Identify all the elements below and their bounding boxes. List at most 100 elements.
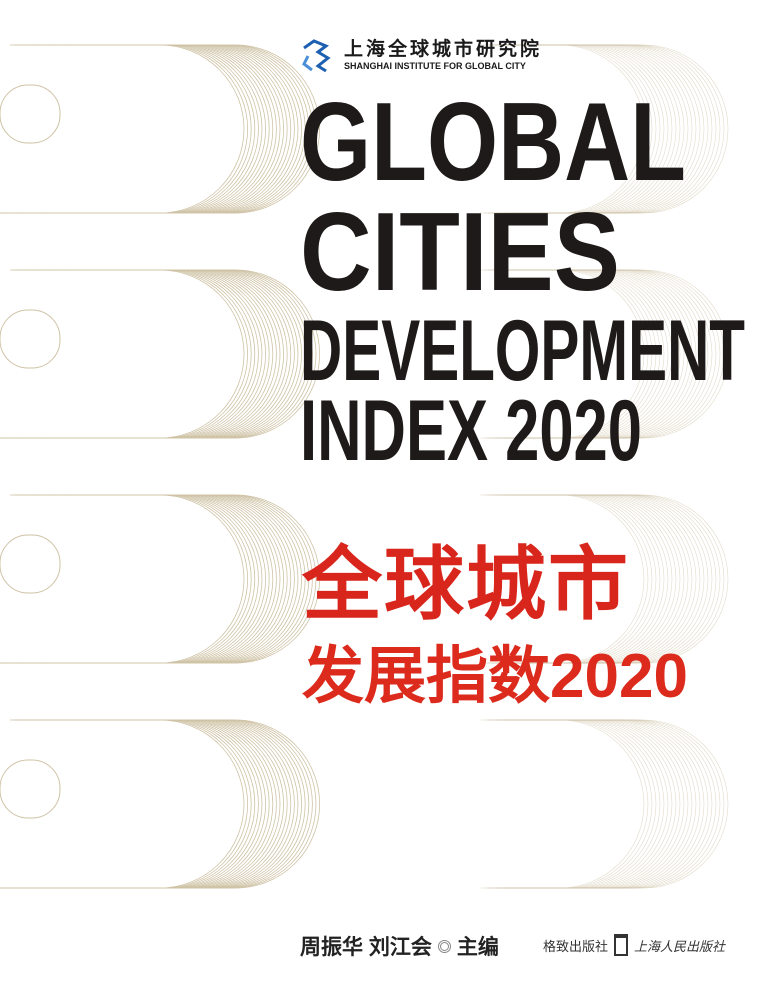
- line-art-stroke: [5, 494, 270, 664]
- line-art-stroke: [0, 494, 252, 664]
- line-art-stroke: [504, 494, 669, 664]
- line-art-stroke: [41, 269, 306, 439]
- line-art-stroke: [44, 269, 310, 439]
- ring-separator-icon: [437, 939, 451, 953]
- institute-logo-icon: [302, 39, 331, 73]
- line-art-stroke: [0, 719, 256, 889]
- line-art-stroke: [488, 44, 653, 214]
- line-art-stroke: [540, 719, 705, 889]
- line-art-stroke: [0, 719, 248, 889]
- line-art-stroke: [0, 719, 263, 889]
- line-art-stroke: [5, 269, 270, 439]
- line-art-stroke: [55, 44, 320, 214]
- line-art-stroke: [0, 269, 248, 439]
- line-art-stroke: [48, 719, 313, 889]
- line-art-stroke: [524, 719, 689, 889]
- line-art-stroke: [0, 269, 252, 439]
- line-art-stroke: [504, 269, 669, 439]
- line-art-stroke: [556, 44, 721, 214]
- line-art-stroke: [52, 269, 317, 439]
- line-art-stroke: [55, 719, 320, 889]
- line-art-stroke: [536, 269, 701, 439]
- line-art-stroke: [564, 44, 729, 214]
- line-art-stroke: [520, 719, 685, 889]
- line-art-stroke: [0, 494, 263, 664]
- line-art-stroke: [484, 269, 649, 439]
- line-art-stroke: [480, 269, 645, 439]
- line-art-stroke: [496, 44, 661, 214]
- line-art-stroke: [492, 719, 657, 889]
- line-art-stroke: [52, 44, 317, 214]
- line-art-stroke: [8, 719, 274, 889]
- line-art-stroke: [23, 719, 288, 889]
- line-art-stroke: [500, 719, 665, 889]
- institute-name-en: SHANGHAI INSTITUTE FOR GLOBAL CITY: [344, 61, 526, 71]
- title-line-3: DEVELOPMENT: [300, 303, 745, 399]
- line-art-stroke: [496, 269, 661, 439]
- line-art-stroke: [528, 719, 693, 889]
- line-art-stroke: [540, 494, 705, 664]
- line-art-stroke: [16, 269, 281, 439]
- line-art-stroke: [8, 44, 274, 214]
- line-art-notch: [0, 84, 61, 144]
- line-art-stroke: [500, 494, 665, 664]
- line-art-stroke: [23, 269, 288, 439]
- line-art-stroke: [34, 494, 299, 664]
- line-art-stroke: [528, 44, 693, 214]
- line-art-stroke: [492, 494, 657, 664]
- line-art-stroke: [19, 494, 284, 664]
- line-art-stroke: [5, 719, 270, 889]
- line-art-stroke: [536, 719, 701, 889]
- line-art-stroke: [480, 719, 645, 889]
- line-art-stroke: [0, 269, 263, 439]
- chinese-title-line-2: 发展指数2020: [302, 642, 688, 711]
- line-art-stroke: [41, 719, 306, 889]
- line-art-stroke: [532, 44, 697, 214]
- line-art-stroke: [0, 269, 256, 439]
- line-art-stroke: [556, 269, 721, 439]
- line-art-stroke: [12, 44, 277, 214]
- line-art-stroke: [12, 269, 277, 439]
- line-art-stroke: [560, 494, 725, 664]
- line-art-stroke: [52, 719, 317, 889]
- line-art-stroke: [500, 269, 665, 439]
- line-art-stroke: [44, 719, 310, 889]
- line-art-stroke: [0, 44, 263, 214]
- institute-logo: 上海全球城市研究院 SHANGHAI INSTITUTE FOR GLOBAL …: [300, 38, 542, 74]
- line-art-stroke: [520, 44, 685, 214]
- line-art-stroke: [34, 269, 299, 439]
- line-art-stroke: [532, 494, 697, 664]
- line-art-stroke: [48, 269, 313, 439]
- line-art-stroke: [0, 44, 252, 214]
- line-art-stroke: [26, 44, 292, 214]
- line-art-stroke: [492, 269, 657, 439]
- line-art-stroke: [19, 269, 284, 439]
- line-art-stroke: [55, 269, 320, 439]
- line-art-stroke: [556, 494, 721, 664]
- editor-role: 主编: [456, 936, 499, 959]
- line-art-stroke: [0, 44, 248, 214]
- line-art-stroke: [8, 494, 274, 664]
- line-art-stroke: [532, 269, 697, 439]
- line-art-stroke: [516, 494, 681, 664]
- line-art-stroke: [532, 719, 697, 889]
- english-title: GLOBAL CITIES DEVELOPMENT INDEX 2020: [300, 80, 745, 479]
- line-art-stroke: [37, 44, 302, 214]
- line-art-stroke: [1, 719, 266, 889]
- line-art-stroke: [564, 269, 729, 439]
- line-art-stroke: [37, 494, 302, 664]
- line-art-stroke: [12, 494, 277, 664]
- line-art-stroke: [560, 44, 725, 214]
- line-art-stroke: [524, 494, 689, 664]
- line-art-stroke: [0, 494, 256, 664]
- line-art-stroke: [37, 719, 302, 889]
- chinese-title-line-1: 全球城市: [302, 540, 630, 629]
- line-art-stroke: [484, 494, 649, 664]
- line-art-stroke: [488, 269, 653, 439]
- publisher-2: 上海人民出版社: [634, 938, 726, 954]
- line-art-stroke: [564, 719, 729, 889]
- line-art-stroke: [516, 719, 681, 889]
- line-art-stroke: [48, 44, 313, 214]
- line-art-stroke: [26, 269, 292, 439]
- line-art-notch: [0, 309, 61, 369]
